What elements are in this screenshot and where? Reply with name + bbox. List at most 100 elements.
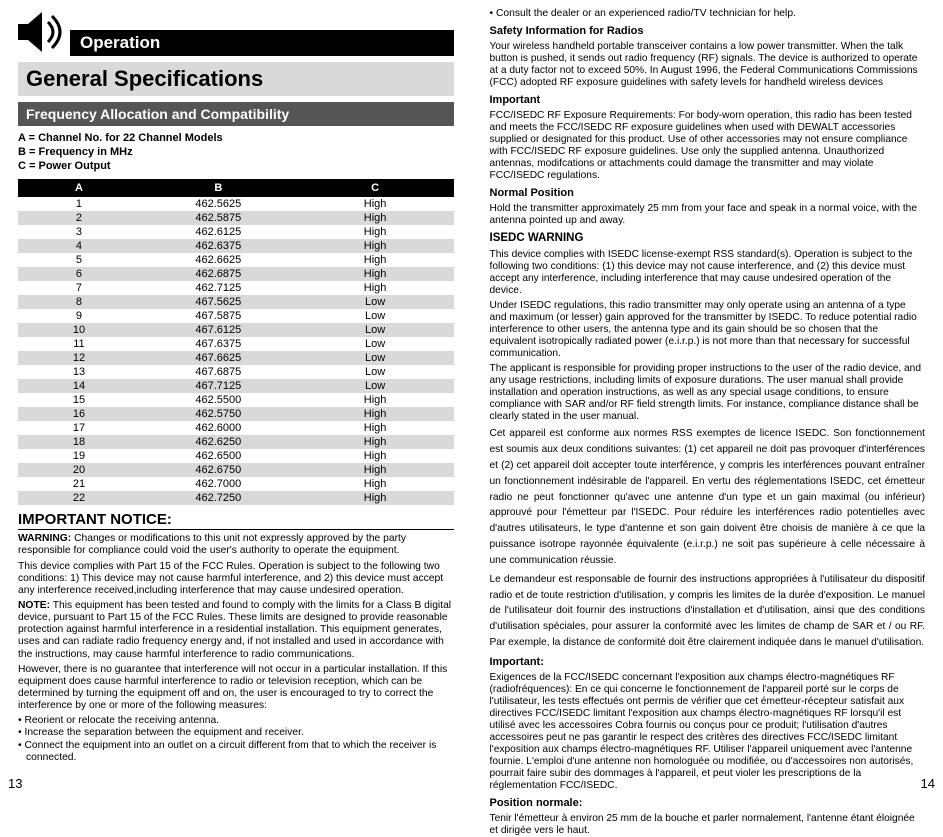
table-cell: 21 <box>18 477 140 491</box>
table-cell: 467.5875 <box>140 309 297 323</box>
measure-3: Connect the equipment into an outlet on … <box>18 740 454 764</box>
table-cell: 22 <box>18 491 140 505</box>
table-cell: High <box>297 239 454 253</box>
position-normale-heading: Position normale: <box>490 797 926 810</box>
page-number-left: 13 <box>8 776 22 791</box>
operation-label: Operation <box>70 30 454 56</box>
table-row: 9467.5875Low <box>18 309 454 323</box>
table-cell: 462.6000 <box>140 421 297 435</box>
table-cell: High <box>297 393 454 407</box>
table-cell: 462.6125 <box>140 225 297 239</box>
table-cell: High <box>297 491 454 505</box>
measure-2: Increase the separation between the equi… <box>18 727 454 739</box>
normal-position-para: Hold the transmitter approximately 25 mm… <box>490 203 926 227</box>
table-cell: 462.5500 <box>140 393 297 407</box>
table-row: 6462.6875High <box>18 267 454 281</box>
table-cell: 16 <box>18 407 140 421</box>
table-cell: 2 <box>18 211 140 225</box>
spec-title: General Specifications <box>18 62 454 96</box>
table-cell: Low <box>297 323 454 337</box>
table-row: 21462.7000High <box>18 477 454 491</box>
table-cell: Low <box>297 309 454 323</box>
table-cell: 462.6750 <box>140 463 297 477</box>
fcc-para-1: This device complies with Part 15 of the… <box>18 561 454 597</box>
table-cell: 14 <box>18 379 140 393</box>
table-cell: High <box>297 253 454 267</box>
table-cell: 8 <box>18 295 140 309</box>
note-text: This equipment has been tested and found… <box>18 600 451 660</box>
table-cell: 15 <box>18 393 140 407</box>
table-cell: 462.6375 <box>140 239 297 253</box>
table-cell: 467.6125 <box>140 323 297 337</box>
table-cell: 462.6250 <box>140 435 297 449</box>
table-cell: High <box>297 463 454 477</box>
isedc-fr-p2: Le demandeur est responsable de fournir … <box>490 572 926 651</box>
speaker-icon <box>18 8 66 56</box>
col-c: C <box>297 179 454 197</box>
table-cell: High <box>297 281 454 295</box>
table-row: 17462.6000High <box>18 421 454 435</box>
table-cell: 462.6625 <box>140 253 297 267</box>
table-cell: Low <box>297 379 454 393</box>
table-row: 22462.7250High <box>18 491 454 505</box>
fcc-para-2: However, there is no guarantee that inte… <box>18 664 454 713</box>
table-cell: 467.6625 <box>140 351 297 365</box>
freq-table: A B C 1462.5625High2462.5875High3462.612… <box>18 179 454 505</box>
legend-c: C = Power Output <box>18 160 454 174</box>
legend-b: B = Frequency in MHz <box>18 146 454 160</box>
measures-list-cont: Consult the dealer or an experienced rad… <box>490 8 926 20</box>
table-cell: High <box>297 435 454 449</box>
table-row: 7462.7125High <box>18 281 454 295</box>
table-cell: High <box>297 407 454 421</box>
table-cell: 7 <box>18 281 140 295</box>
table-row: 4462.6375High <box>18 239 454 253</box>
table-cell: 462.5875 <box>140 211 297 225</box>
table-cell: Low <box>297 337 454 351</box>
safety-heading: Safety Information for Radios <box>490 25 926 38</box>
table-cell: 1 <box>18 197 140 211</box>
important-fr-para: Exigences de la FCC/ISEDC concernant l'e… <box>490 672 926 792</box>
table-cell: 6 <box>18 267 140 281</box>
position-normale-para: Tenir l'émetteur à environ 25 mm de la b… <box>490 813 926 837</box>
table-row: 20462.6750High <box>18 463 454 477</box>
table-cell: High <box>297 421 454 435</box>
operation-header: Operation <box>18 8 454 56</box>
legend: A = Channel No. for 22 Channel Models B … <box>18 132 454 173</box>
measure-4: Consult the dealer or an experienced rad… <box>490 8 926 20</box>
isedc-heading: ISEDC WARNING <box>490 232 926 246</box>
legend-a: A = Channel No. for 22 Channel Models <box>18 132 454 146</box>
table-cell: 20 <box>18 463 140 477</box>
table-cell: 462.5750 <box>140 407 297 421</box>
table-row: 3462.6125High <box>18 225 454 239</box>
table-row: 2462.5875High <box>18 211 454 225</box>
table-cell: High <box>297 211 454 225</box>
important-para: FCC/ISEDC RF Exposure Requirements: For … <box>490 110 926 182</box>
freq-subhead: Frequency Allocation and Compatibility <box>18 102 454 126</box>
table-cell: 462.7250 <box>140 491 297 505</box>
notice-body: WARNING: Changes or modifications to thi… <box>18 533 454 712</box>
table-row: 8467.5625Low <box>18 295 454 309</box>
warning-para: WARNING: Changes or modifications to thi… <box>18 533 454 557</box>
table-cell: 13 <box>18 365 140 379</box>
table-cell: 5 <box>18 253 140 267</box>
warning-text: Changes or modifications to this unit no… <box>18 533 406 556</box>
page-left: Operation General Specifications Frequen… <box>0 0 472 795</box>
note-label: NOTE: <box>18 600 50 611</box>
table-cell: High <box>297 267 454 281</box>
measures-list: Reorient or relocate the receiving anten… <box>18 715 454 764</box>
table-cell: 467.6875 <box>140 365 297 379</box>
table-row: 16462.5750High <box>18 407 454 421</box>
table-cell: High <box>297 225 454 239</box>
table-cell: 19 <box>18 449 140 463</box>
table-cell: 467.7125 <box>140 379 297 393</box>
table-row: 11467.6375Low <box>18 337 454 351</box>
table-cell: 10 <box>18 323 140 337</box>
table-cell: 4 <box>18 239 140 253</box>
page-right: Consult the dealer or an experienced rad… <box>472 0 943 795</box>
important-fr-heading: Important: <box>490 656 926 669</box>
table-row: 18462.6250High <box>18 435 454 449</box>
table-cell: 11 <box>18 337 140 351</box>
table-row: 13467.6875Low <box>18 365 454 379</box>
isedc-p2: Under ISEDC regulations, this radio tran… <box>490 300 926 360</box>
normal-position-heading: Normal Position <box>490 187 926 200</box>
